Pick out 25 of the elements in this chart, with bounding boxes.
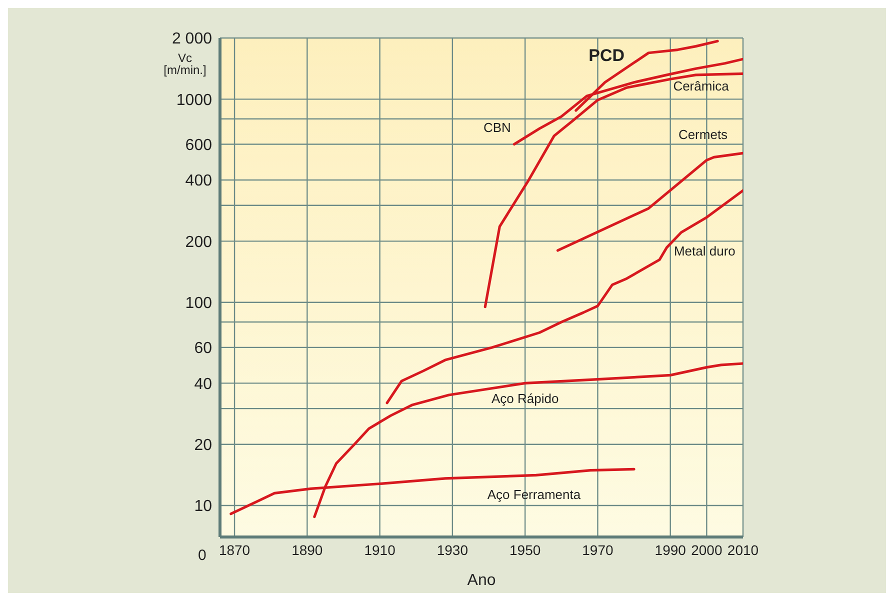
x-tick-label: 1910 [364, 542, 396, 558]
series-label: CBN [483, 120, 511, 136]
y-tick-label: 10 [194, 498, 212, 516]
x-tick-label: 1970 [582, 542, 614, 558]
series-label: Metal duro [674, 243, 736, 258]
x-tick-label: 1870 [218, 542, 250, 558]
text: 0 [198, 547, 206, 564]
x-tick-label: 1990 [654, 542, 686, 558]
x-tick-label: 1950 [510, 542, 541, 558]
y-tick-label: 40 [194, 376, 212, 393]
y-tick-label: 100 [185, 295, 212, 312]
x-tick-label: 2000 [691, 542, 722, 558]
x-axis-title: Ano [467, 572, 496, 589]
y-tick-label: 60 [194, 340, 212, 358]
y-tick-label: 1000 [176, 92, 212, 109]
y-axis-title: Vc [m/min.] [162, 51, 208, 77]
x-tick-label: 2010 [727, 542, 759, 558]
y-tick-label: 2 000 [172, 30, 212, 48]
y-tick-label: 600 [185, 136, 212, 154]
y-tick-label: 200 [185, 234, 212, 251]
x-tick-label: 1930 [436, 542, 468, 558]
y-tick-label: 400 [185, 172, 212, 190]
x-tick-label: 1890 [292, 542, 323, 558]
line-series [386, 189, 743, 404]
y-tick-label: 20 [194, 437, 212, 454]
